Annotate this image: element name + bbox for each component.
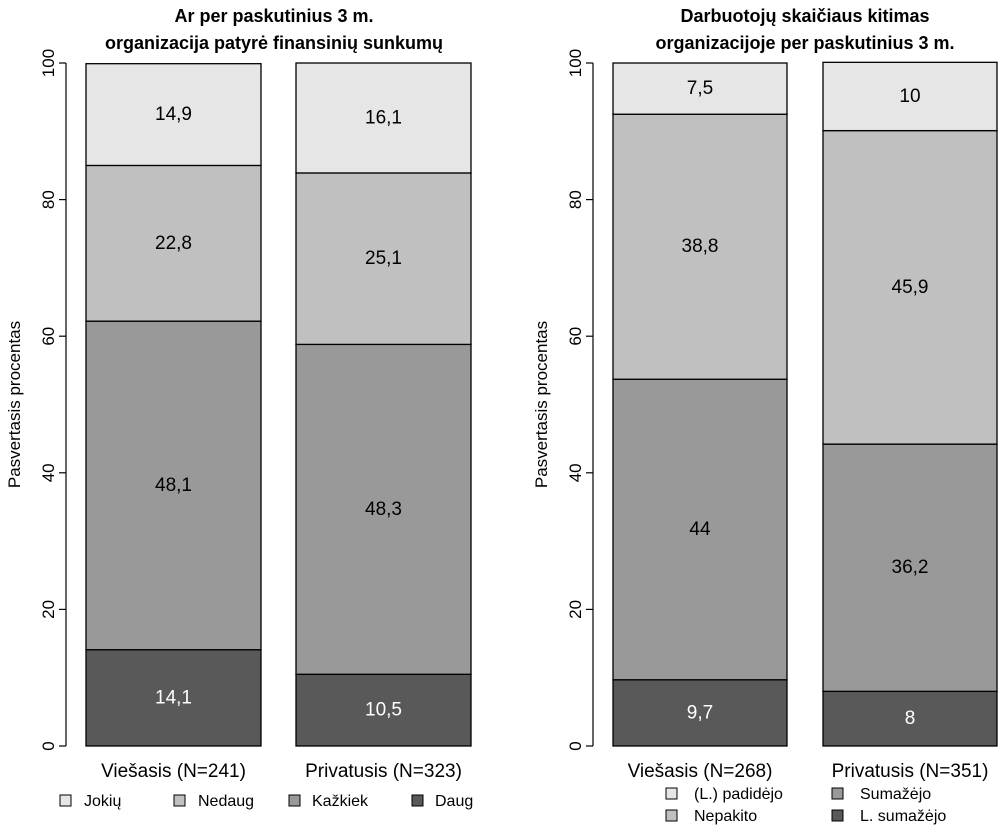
chart-panel-financial-difficulties: Ar per paskutinius 3 m. organizacija paty… — [5, 6, 473, 810]
legend-label-kazkiek: Kažkiek — [312, 793, 369, 810]
legend: Jokių Nedaug Kažkiek Daug — [59, 793, 473, 810]
category-label: Viešasis (N=268) — [628, 761, 773, 782]
y-tick-label: 100 — [39, 49, 58, 77]
legend-label-daug: Daug — [435, 793, 473, 810]
category-label: Privatusis (N=323) — [305, 761, 462, 782]
data-label: 25,1 — [365, 248, 402, 269]
legend-label-nedaug: Nedaug — [198, 793, 254, 810]
y-tick-label: 40 — [39, 463, 58, 482]
y-tick-label: 0 — [39, 741, 58, 750]
data-label: 22,8 — [155, 233, 192, 254]
bar-segment-daug — [295, 673, 472, 747]
legend-swatch-daug — [411, 794, 424, 807]
bar-segment-l-sumazejo — [822, 690, 998, 747]
data-label: 36,2 — [892, 557, 929, 578]
data-label: 44 — [689, 519, 711, 540]
bar-segment-l-padidejo — [612, 62, 788, 115]
data-label: 48,1 — [155, 475, 192, 496]
legend-swatch-kazkiek — [288, 794, 301, 807]
data-label: 14,9 — [155, 104, 192, 125]
bar-segment-nedaug — [85, 164, 262, 322]
y-axis-label: Pasvertasis procentas — [532, 321, 551, 488]
y-axis-label: Pasvertasis procentas — [5, 321, 24, 488]
legend-label-nepakito: Nepakito — [694, 808, 757, 825]
category-label: Privatusis (N=351) — [832, 761, 989, 782]
y-tick-label: 80 — [566, 190, 585, 209]
bar-segment-kazkiek — [85, 320, 262, 651]
data-label: 8 — [905, 708, 916, 729]
legend-swatch-l-padidejo — [665, 787, 678, 800]
data-label: 38,8 — [682, 236, 719, 257]
legend-swatch-nedaug — [173, 794, 186, 807]
y-tick-label: 100 — [566, 49, 585, 77]
y-tick-label: 60 — [39, 327, 58, 346]
y-tick-label: 80 — [39, 190, 58, 209]
legend-swatch-jokiu — [59, 794, 72, 807]
category-label: Viešasis (N=241) — [101, 761, 246, 782]
legend-swatch-nepakito — [665, 809, 678, 822]
data-label: 10,5 — [365, 700, 402, 721]
bar-segment-jokiu — [295, 62, 472, 174]
bar-segment-sumazejo — [822, 443, 998, 693]
chart-subtitle: organizacija patyrė finansinių sunkumų — [105, 33, 443, 53]
legend-label-l-padidejo: (L.) padidėjo — [694, 786, 783, 803]
bar-segment-nepakito — [822, 129, 998, 445]
legend-label-sumazejo: Sumažėjo — [860, 786, 931, 803]
bar-segment-nepakito — [612, 113, 788, 380]
bar-segment-jokiu — [85, 63, 262, 167]
data-label: 10 — [899, 86, 920, 107]
y-tick-label: 60 — [566, 327, 585, 346]
y-tick-label: 0 — [566, 741, 585, 750]
y-tick-label: 20 — [566, 600, 585, 619]
bar-segment-l-sumazejo — [612, 679, 788, 747]
legend-swatch-l-sumazejo — [831, 809, 844, 822]
chart-title: Ar per paskutinius 3 m. — [174, 6, 373, 26]
bar-segment-l-padidejo — [822, 61, 998, 132]
bar-segment-daug — [85, 649, 262, 747]
data-label: 48,3 — [365, 499, 402, 520]
data-label: 14,1 — [155, 687, 192, 708]
data-label: 45,9 — [892, 277, 929, 298]
legend-label-l-sumazejo: L. sumažėjo — [860, 808, 946, 825]
legend: (L.) padidėjo Nepakito Sumažėjo L. sumažėjo — [665, 786, 946, 825]
chart-subtitle: organizacijoje per paskutinius 3 m. — [655, 33, 954, 53]
bar-segment-kazkiek — [295, 343, 472, 675]
bar-segment-sumazejo — [612, 378, 788, 681]
y-tick-label: 40 — [566, 463, 585, 482]
bar-segment-nedaug — [295, 172, 472, 346]
legend-swatch-sumazejo — [831, 787, 844, 800]
data-label: 16,1 — [365, 107, 402, 128]
legend-label-jokiu: Jokių — [84, 793, 121, 810]
y-tick-label: 20 — [39, 600, 58, 619]
data-label: 9,7 — [687, 702, 713, 723]
data-label: 7,5 — [687, 78, 713, 99]
chart-panel-employee-change: Darbuotojų skaičiaus kitimas organizacijo… — [532, 6, 998, 825]
chart-title: Darbuotojų skaičiaus kitimas — [680, 6, 929, 26]
